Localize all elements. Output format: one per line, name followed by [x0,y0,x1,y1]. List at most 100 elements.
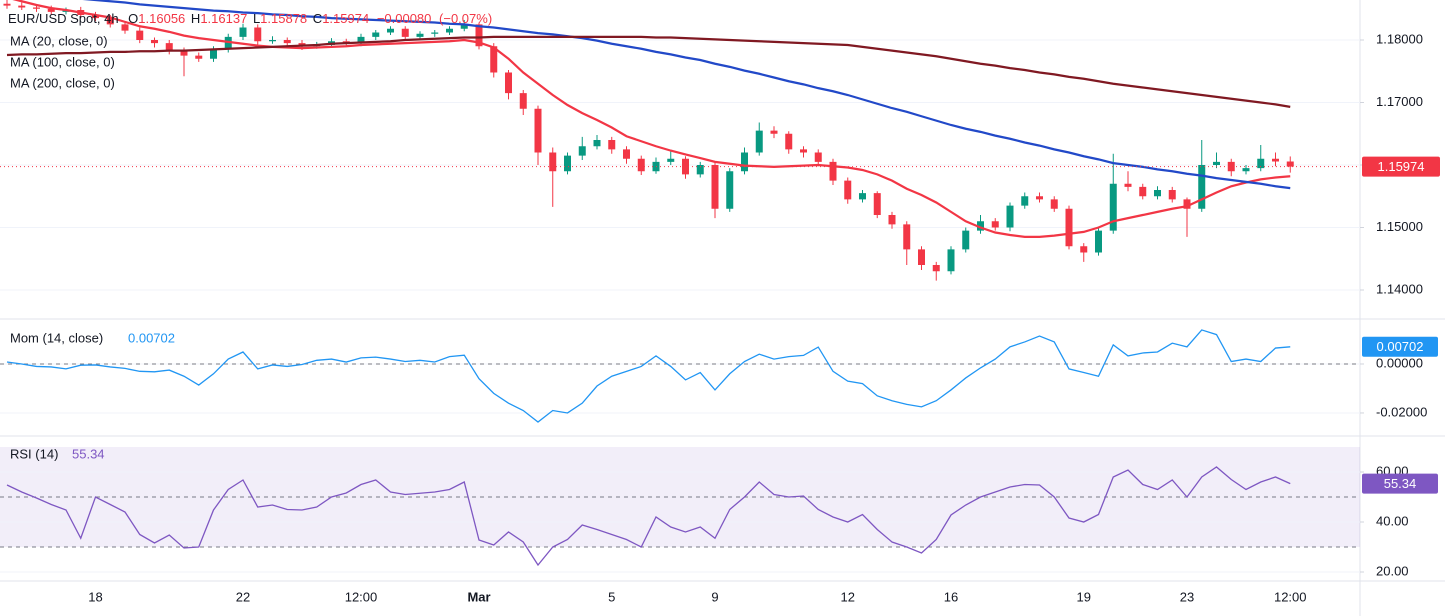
pane [0,0,1360,291]
candle-body [947,249,955,272]
last-value-badge [1362,336,1438,357]
candle-body [918,249,925,265]
legend-entry: MA (20, close, 0) [10,33,108,48]
candle-body [814,152,822,162]
candle-body [136,30,144,40]
candle-body [1257,158,1265,169]
candle-body [1154,190,1161,197]
ohlc-label: O [128,11,138,26]
last-value-badge [1362,156,1440,177]
candle-body [1065,208,1073,247]
plot-layer: 1.140001.150001.160001.170001.180001.159… [0,0,1440,604]
candle-body [564,155,571,172]
candle-body [1213,161,1220,165]
candle-body [800,149,807,153]
candle-body [903,224,911,250]
candle-body [726,171,734,209]
y-tick-label: -0.02000 [1376,404,1427,419]
candle-body [962,230,970,250]
ma-line [12,0,1291,238]
y-tick-label: 1.15000 [1376,219,1423,234]
candle-body [283,40,291,44]
x-tick-label: 12 [841,589,855,604]
candle-body [608,140,616,150]
legend-entry: MA (100, close, 0) [10,54,115,69]
candle-body [593,140,601,147]
candle-body [460,24,468,29]
ohlc-label: C [313,11,322,26]
candle-body [1095,230,1102,253]
candle-body [224,36,232,50]
candle-body [932,265,940,272]
ohlc-value: 1.16056 [138,11,185,26]
candle-body [357,36,365,44]
x-tick-label: 9 [711,589,718,604]
candle-body [1183,199,1191,209]
candle-body [1198,165,1206,209]
indicator-line [6,329,1291,423]
candle-body [180,51,188,56]
candle-body [210,49,217,59]
candle-body [991,221,999,228]
candle-body [269,40,276,42]
last-value-label: 1.15974 [1378,159,1425,174]
x-tick-label: Mar [467,589,490,604]
candle-body [401,28,409,37]
ohlc-value: 1.15878 [260,11,307,26]
x-tick-label: 12:00 [1274,589,1307,604]
candle-body [637,158,645,172]
candle-body [92,15,99,19]
candle-body [1286,161,1294,167]
candle-body [829,161,837,181]
candle-body [505,72,512,94]
ohlc-value: 1.15974 [322,11,369,26]
x-tick-label: 23 [1180,589,1194,604]
candle-body [770,130,778,134]
y-tick-label: 40.00 [1376,513,1409,528]
y-tick-label: 20.00 [1376,563,1409,578]
candle-body [33,7,40,9]
x-tick-label: 12:00 [345,589,378,604]
x-tick-label: 5 [608,589,615,604]
last-value-badge [1362,473,1438,494]
candle-body [18,5,26,8]
candle-body [106,18,114,25]
candle-body [195,55,203,59]
candle-body [446,28,453,33]
y-tick-label: 0.00000 [1376,355,1423,370]
last-value-label: 55.34 [1384,476,1417,491]
y-tick-label: 1.14000 [1376,281,1423,296]
candle-body [239,27,247,37]
candle-body [711,165,719,209]
candle-body [3,3,11,6]
ohlc-value: 1.16137 [200,11,247,26]
candle-body [387,28,394,33]
candle-body [1050,199,1058,209]
ohlc-label: H [191,11,200,26]
indicator-line [6,466,1291,567]
candle-body [623,149,630,159]
pane [0,329,1360,423]
candle-body [888,215,896,225]
y-tick-label: 1.17000 [1376,94,1423,109]
header: EUR/USD Spot, 4h O1.16056 H1.16137 L1.15… [8,11,492,26]
candle-body [165,43,173,52]
legend-entry: MA (200, close, 0) [10,75,115,90]
pane-title: RSI (14) [10,446,58,461]
ma-line [6,35,1291,108]
candle-body [741,152,748,172]
candle-body [1080,246,1088,253]
pane [0,447,1360,573]
candle-body [578,146,586,156]
candle-body [667,158,675,162]
candle-body [1036,196,1043,200]
pane-value: 55.34 [72,446,105,461]
candle-body [1242,168,1250,172]
ma-line [82,0,1291,190]
ohlc-label: L [253,11,260,26]
candle-body [431,32,439,34]
x-tick-label: 18 [88,589,102,604]
candle-body [549,152,557,172]
change-percent: (−0.07%) [439,11,492,26]
